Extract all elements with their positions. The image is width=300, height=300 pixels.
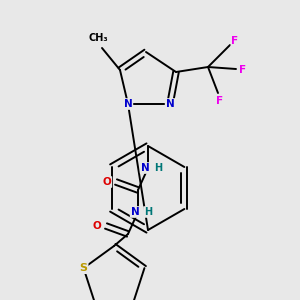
Text: N: N (166, 99, 174, 109)
Text: F: F (231, 36, 239, 46)
Text: O: O (93, 221, 101, 231)
Text: N: N (130, 207, 140, 217)
Text: S: S (80, 263, 88, 273)
Text: N: N (141, 163, 149, 173)
Text: O: O (103, 177, 111, 187)
Text: CH₃: CH₃ (88, 33, 108, 43)
Text: F: F (239, 65, 247, 75)
Text: H: H (154, 163, 162, 173)
Text: H: H (144, 207, 152, 217)
Text: F: F (216, 96, 224, 106)
Text: N: N (124, 99, 132, 109)
